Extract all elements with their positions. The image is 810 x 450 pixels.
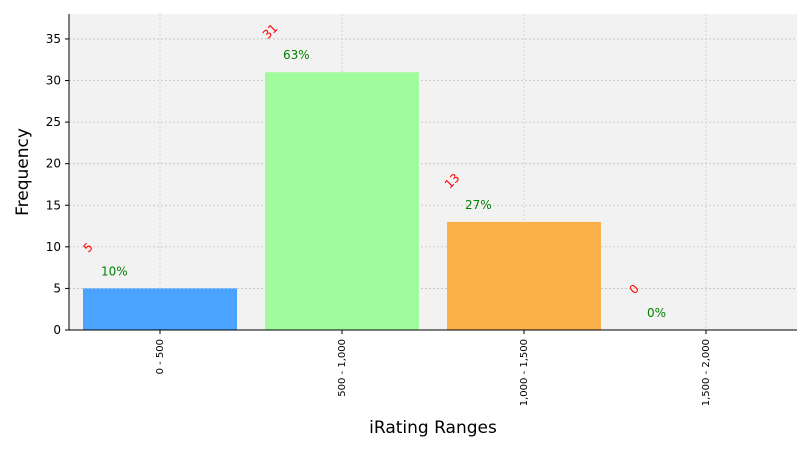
percent-label: 63% (283, 48, 310, 62)
y-tick-label: 5 (53, 281, 61, 295)
bar (447, 221, 601, 330)
x-axis-title: iRating Ranges (369, 418, 497, 438)
y-axis-ticks: 0 5 10 15 20 25 30 35 (46, 32, 69, 337)
y-tick-label: 25 (46, 115, 61, 129)
y-tick-label: 35 (46, 32, 61, 46)
x-axis-ticks: 0 - 500 500 - 1,000 1,000 - 1,500 1,500 - 2… (155, 330, 712, 406)
y-tick-label: 10 (46, 240, 61, 254)
y-tick-label: 15 (46, 198, 61, 212)
percent-label: 27% (465, 198, 492, 212)
y-tick-label: 0 (53, 323, 61, 337)
x-tick-label: 1,500 - 2,000 (701, 339, 712, 406)
bars (83, 72, 601, 331)
x-tick-label: 1,000 - 1,500 (519, 339, 530, 406)
percent-label: 0% (647, 306, 666, 320)
x-tick-label: 0 - 500 (155, 339, 166, 374)
y-tick-label: 20 (46, 157, 61, 171)
percent-label: 10% (101, 264, 128, 278)
bar (265, 72, 419, 331)
bar (83, 288, 237, 330)
plot-area (69, 14, 797, 330)
x-tick-label: 500 - 1,000 (337, 339, 348, 397)
y-axis-title: Frequency (13, 128, 33, 216)
y-tick-label: 30 (46, 74, 61, 88)
gridlines (69, 14, 797, 330)
